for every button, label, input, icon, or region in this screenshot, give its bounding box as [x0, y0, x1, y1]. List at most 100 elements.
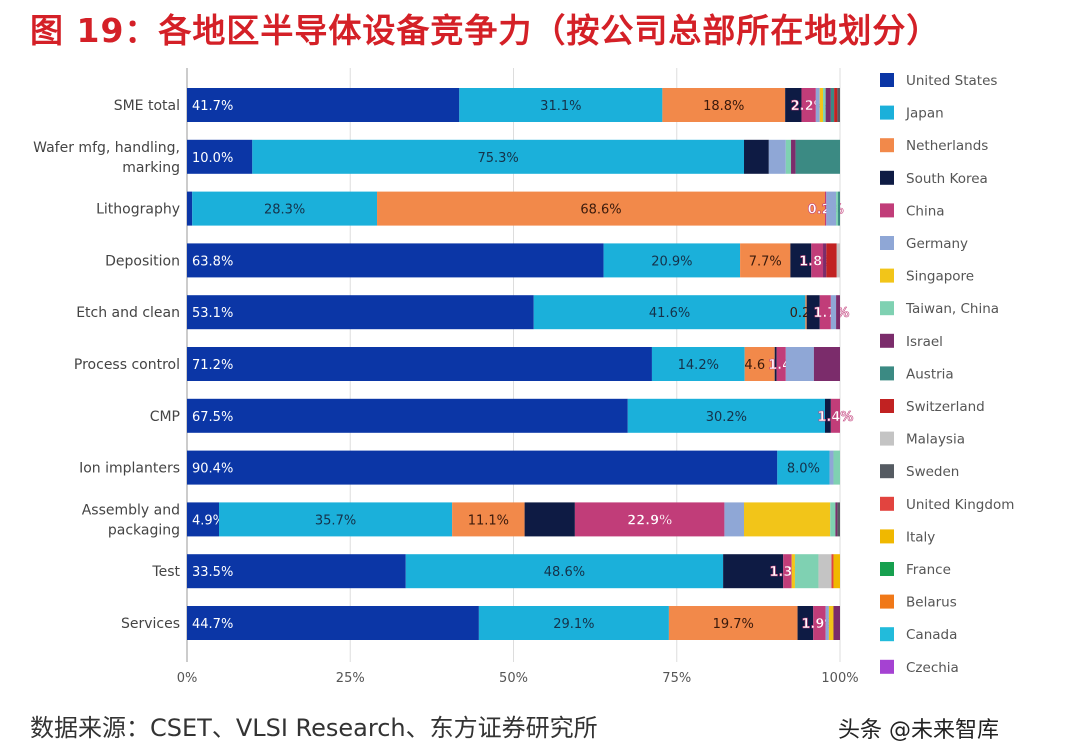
- bar-segment: [774, 347, 777, 381]
- category-label: Ion implanters: [79, 461, 180, 477]
- legend-label: United Kingdom: [906, 497, 1014, 513]
- bar-segment: [838, 191, 840, 226]
- legend-swatch: [880, 203, 894, 218]
- legend-swatch: [880, 627, 894, 642]
- legend-swatch: [880, 659, 894, 674]
- data-label: 14.2%: [678, 358, 719, 373]
- bar-segment: [187, 606, 479, 640]
- data-label: 1.4%: [817, 410, 853, 425]
- bar-segment: [377, 191, 825, 226]
- bar-segment: [768, 139, 786, 174]
- bar-segment: [831, 554, 834, 589]
- bar-segment: [785, 139, 792, 174]
- legend-swatch: [880, 301, 894, 316]
- data-label: 53.1%: [192, 306, 233, 321]
- bar-segment: [187, 554, 406, 589]
- bar-segment: [533, 295, 806, 330]
- bar-segment: [740, 243, 791, 278]
- bar-segment: [790, 243, 812, 278]
- data-label: 48.6%: [544, 565, 585, 580]
- legend-label: Japan: [905, 106, 944, 122]
- legend-label: Malaysia: [906, 432, 965, 448]
- bar-segment: [823, 243, 827, 278]
- data-label: 31.1%: [540, 99, 581, 114]
- bar-segment: [627, 398, 825, 433]
- bar-segment: [662, 88, 786, 122]
- bar-segment: [744, 139, 769, 174]
- x-tick-label: 50%: [499, 671, 528, 686]
- bar-segment: [405, 554, 724, 589]
- bar-segment: [777, 450, 830, 485]
- bar-segment: [459, 88, 663, 122]
- legend-swatch: [880, 529, 894, 544]
- bar-segment: [830, 88, 835, 122]
- bar-segment: [192, 191, 378, 226]
- legend-label: China: [906, 203, 945, 219]
- bar-segment: [744, 347, 775, 381]
- category-label: Etch and clean: [76, 305, 180, 321]
- bar-segment: [823, 88, 826, 122]
- x-tick-label: 25%: [336, 671, 365, 686]
- legend-swatch: [880, 366, 894, 381]
- bar-segment: [833, 606, 840, 640]
- bar-segment: [819, 88, 824, 122]
- bar-segment: [187, 88, 460, 122]
- bar-segment: [791, 139, 796, 174]
- bar-segment: [801, 88, 816, 122]
- category-label: Services: [121, 616, 180, 632]
- bar-segment: [252, 139, 745, 174]
- legend-swatch: [880, 170, 894, 185]
- legend-swatch: [880, 562, 894, 576]
- legend-swatch: [880, 496, 894, 511]
- data-label: 18.8%: [703, 99, 744, 114]
- bar-segment: [187, 295, 534, 330]
- legend-label: Germany: [906, 236, 968, 252]
- bar-segment: [813, 347, 840, 381]
- legend-swatch: [880, 333, 894, 348]
- legend-label: Austria: [906, 366, 954, 382]
- bar-segment: [826, 243, 837, 278]
- bar-segment: [791, 554, 795, 589]
- bar-segment: [783, 554, 792, 589]
- legend-label: Taiwan, China: [905, 301, 999, 317]
- bar-segment: [813, 606, 826, 640]
- data-label: 41.6%: [649, 306, 690, 321]
- bar-segment: [806, 295, 820, 330]
- data-label: 0.2: [790, 306, 811, 321]
- legend-label: United States: [906, 73, 997, 89]
- bar-segment: [724, 502, 745, 537]
- data-label: 22.9%: [627, 513, 672, 528]
- legend-swatch: [880, 431, 894, 446]
- data-label: 19.7%: [713, 617, 754, 632]
- bar-segment: [187, 243, 604, 278]
- source-note: 数据来源：CSET、VLSI Research、东方证券研究所: [30, 714, 598, 742]
- x-tick-label: 75%: [662, 671, 691, 686]
- bar-segment: [651, 347, 745, 381]
- bar-segment: [833, 450, 840, 485]
- bar-segment: [187, 191, 193, 226]
- bar-segment: [837, 88, 840, 122]
- bar-segment: [830, 502, 836, 537]
- category-label: Deposition: [105, 253, 180, 269]
- bar-segment: [811, 243, 824, 278]
- data-label: 68.6%: [580, 203, 621, 218]
- bar-segment: [785, 88, 802, 122]
- legend-swatch: [880, 236, 894, 250]
- bar-segment: [836, 243, 840, 278]
- bar-segment: [723, 554, 784, 589]
- bar-segment: [805, 295, 807, 330]
- legend-swatch: [880, 138, 894, 153]
- data-label: 11.1%: [468, 513, 509, 528]
- legend-swatch: [880, 105, 894, 120]
- bar-segment: [795, 139, 840, 174]
- data-label: 63.8%: [192, 254, 233, 269]
- bar-segment: [833, 554, 840, 589]
- bar-segment: [187, 398, 628, 433]
- data-label: 8.0%: [787, 462, 820, 477]
- data-label: 75.3%: [477, 151, 518, 166]
- bar-segment: [824, 191, 827, 226]
- category-label: Lithography: [96, 202, 180, 218]
- bar-segment: [837, 502, 840, 537]
- data-label: 71.2%: [192, 358, 233, 373]
